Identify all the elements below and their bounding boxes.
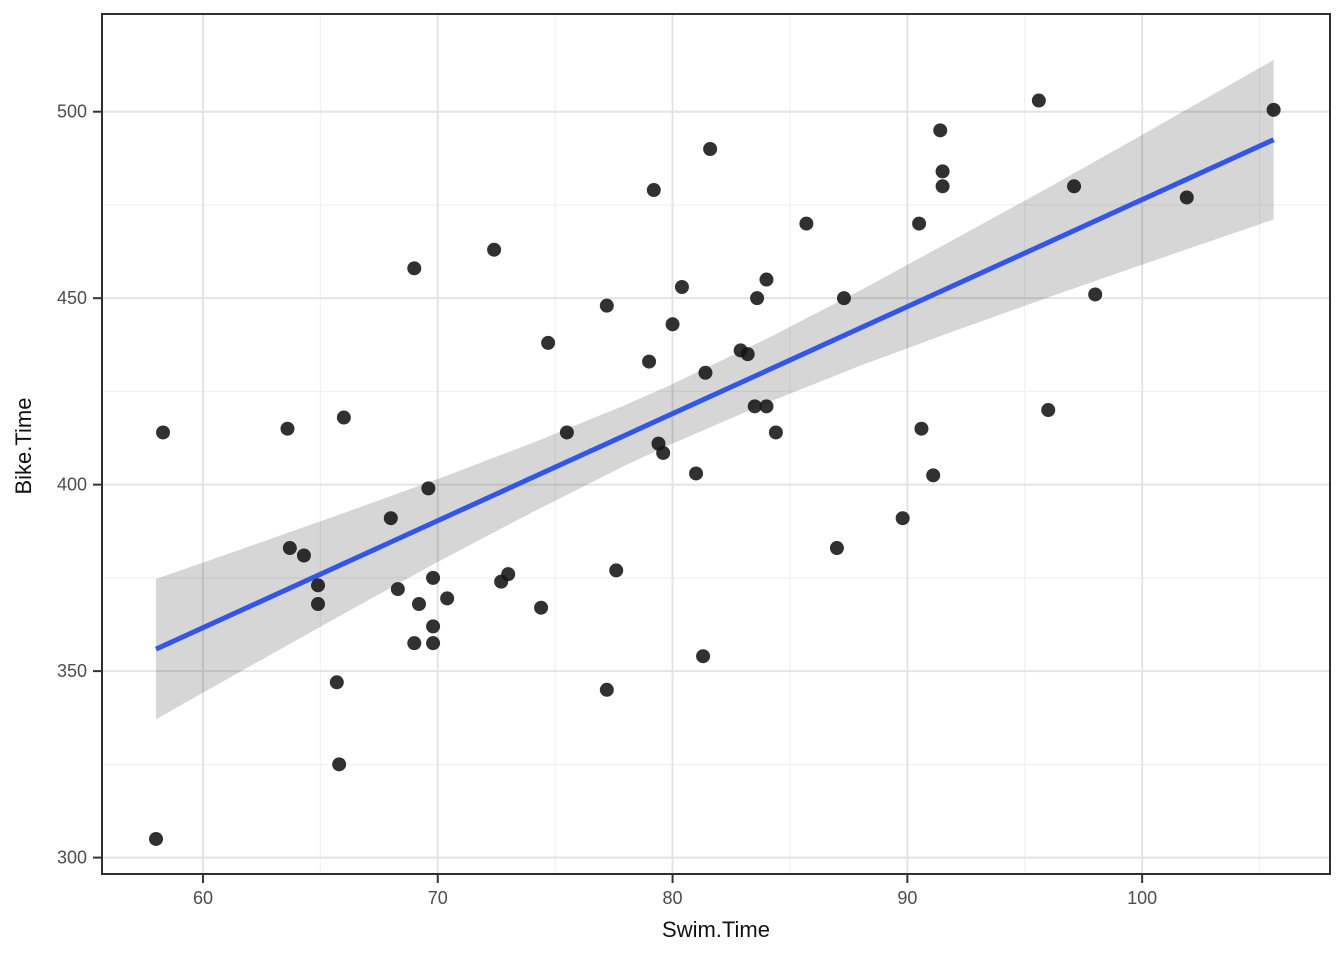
data-point (296, 548, 311, 563)
data-point (282, 541, 297, 556)
data-point (407, 261, 422, 276)
data-point (759, 399, 774, 414)
data-point (332, 757, 347, 772)
data-point (912, 216, 927, 231)
data-point (599, 682, 614, 697)
y-tick-label: 500 (57, 102, 87, 122)
data-point (665, 317, 680, 332)
data-point (609, 563, 624, 578)
y-tick-label: 300 (57, 848, 87, 868)
data-point (1067, 179, 1082, 194)
data-point (421, 481, 436, 496)
data-point (559, 425, 574, 440)
data-point (1266, 102, 1281, 117)
data-point (829, 541, 844, 556)
data-point (440, 591, 455, 606)
x-tick-label: 60 (193, 888, 213, 908)
x-axis-title: Swim.Time (662, 917, 770, 942)
data-point (935, 164, 950, 179)
data-point (646, 183, 661, 198)
data-point (156, 425, 171, 440)
data-point (895, 511, 910, 526)
data-point (1031, 93, 1046, 108)
plot-panel (102, 14, 1330, 874)
data-point (329, 675, 344, 690)
data-point (689, 466, 704, 481)
data-point (696, 649, 711, 664)
data-point (311, 596, 326, 611)
data-point (541, 335, 556, 350)
data-point (411, 596, 426, 611)
data-point (926, 468, 941, 483)
data-point (933, 123, 948, 138)
data-point (407, 636, 422, 651)
data-point (703, 142, 718, 157)
data-point (383, 511, 398, 526)
data-point (311, 578, 326, 593)
data-point (799, 216, 814, 231)
data-point (759, 272, 774, 287)
data-point (280, 421, 295, 436)
regression-line (154, 137, 1275, 652)
data-point (747, 399, 762, 414)
data-point (750, 291, 765, 306)
y-axis-title: Bike.Time (11, 397, 36, 495)
data-point (534, 600, 549, 615)
data-point (768, 425, 783, 440)
y-tick-label: 450 (57, 288, 87, 308)
data-point (935, 179, 950, 194)
y-tick-label: 350 (57, 661, 87, 681)
x-tick-label: 100 (1127, 888, 1157, 908)
x-tick-label: 90 (897, 888, 917, 908)
data-point (426, 636, 441, 651)
data-point (836, 291, 851, 306)
panel-border (101, 13, 1331, 875)
data-point (336, 410, 351, 425)
data-point (1088, 287, 1103, 302)
data-point (674, 279, 689, 294)
x-tick-label: 70 (428, 888, 448, 908)
y-tick-label: 400 (57, 475, 87, 495)
data-point (426, 570, 441, 585)
data-point (642, 354, 657, 369)
x-tick-label: 80 (663, 888, 683, 908)
data-point (426, 619, 441, 634)
data-point (149, 831, 164, 846)
data-point (1041, 403, 1056, 418)
data-point (390, 582, 405, 597)
data-point (656, 445, 671, 460)
confidence-band (156, 59, 1274, 720)
data-point (914, 421, 929, 436)
data-point (501, 567, 516, 582)
data-point (1179, 190, 1194, 205)
data-point (740, 347, 755, 362)
data-point (487, 242, 502, 257)
data-point (698, 365, 713, 380)
data-point (599, 298, 614, 313)
